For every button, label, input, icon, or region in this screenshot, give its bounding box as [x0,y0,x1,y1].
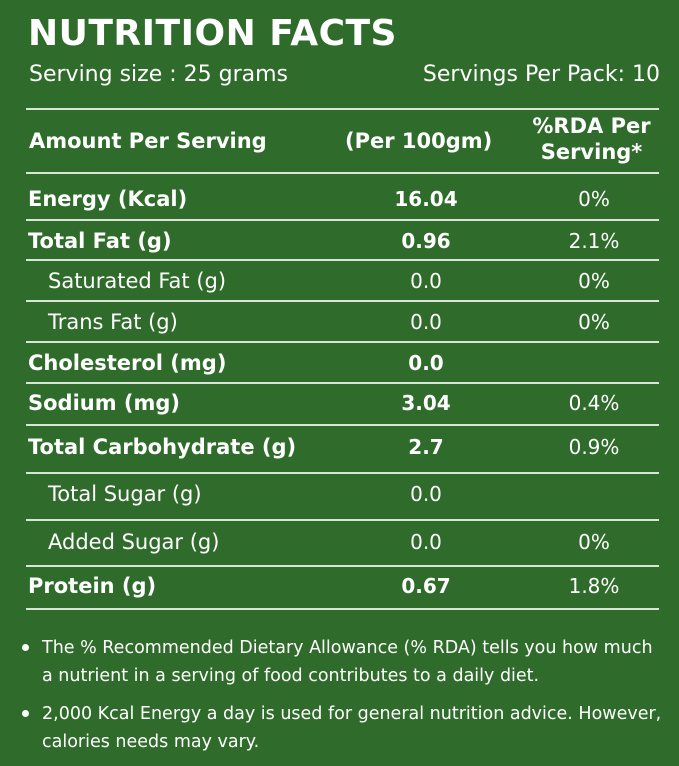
footnote-text: The % Recommended Dietary Allowance (% R… [42,638,653,686]
nutrient-value: 3.04 [401,391,451,415]
column-header-rda-line1: %RDA Per [532,114,651,138]
nutrient-name: Cholesterol (mg) [28,351,227,375]
row-divider [26,219,659,221]
header-top-rule [26,108,659,110]
nutrient-name: Energy (Kcal) [28,187,188,211]
bullet-icon [22,710,29,717]
row-divider [26,259,659,261]
footnote-text: 2,000 Kcal Energy a day is used for gene… [42,704,662,752]
table-row: Cholesterol (mg) 0.0 [26,346,659,380]
nutrient-name: Protein (g) [28,574,157,598]
nutrient-name: Total Sugar (g) [48,482,202,506]
serving-size: Serving size : 25 grams [29,62,289,87]
nutrient-name: Saturated Fat (g) [48,269,227,293]
nutrient-value: 0.0 [410,310,442,334]
table-row: Total Sugar (g) 0.0 [26,477,659,511]
table-row: Total Fat (g) 0.96 2.1% [26,224,659,258]
column-header-amount: Amount Per Serving [29,129,267,153]
column-header-rda-line2: Serving* [540,140,643,164]
nutrient-name: Sodium (mg) [28,391,181,415]
nutrient-value: 0.0 [410,482,442,506]
bullet-icon [22,644,29,651]
nutrient-name: Total Carbohydrate (g) [28,435,297,459]
row-divider [26,341,659,343]
nutrient-value: 0.0 [410,530,442,554]
nutrient-rda: 0.4% [568,391,620,415]
nutrient-value: 16.04 [394,187,458,211]
table-row: Saturated Fat (g) 0.0 0% [26,264,659,298]
row-divider [26,519,659,521]
row-divider [26,424,659,426]
nutrition-facts-title: NUTRITION FACTS [28,13,397,54]
column-header-per-100gm: (Per 100gm) [345,129,493,153]
nutrient-rda: 0.9% [568,435,620,459]
servings-per-pack: Servings Per Pack: 10 [422,62,660,87]
row-divider [26,472,659,474]
table-row: Sodium (mg) 3.04 0.4% [26,386,659,420]
nutrient-rda: 0% [578,269,610,293]
table-row: Added Sugar (g) 0.0 0% [26,525,659,559]
table-row: Energy (Kcal) 16.04 0% [26,182,659,216]
row-divider [26,300,659,302]
nutrient-name: Added Sugar (g) [48,530,220,554]
nutrient-value: 2.7 [408,435,444,459]
nutrient-rda: 2.1% [568,229,620,253]
nutrient-rda: 0% [578,530,610,554]
nutrient-rda: 0% [578,187,610,211]
footnote-item: The % Recommended Dietary Allowance (% R… [22,634,662,690]
nutrient-value: 0.67 [401,574,451,598]
footnotes: The % Recommended Dietary Allowance (% R… [22,634,662,766]
column-header-rda: %RDA Per Serving* [524,113,659,165]
nutrient-name: Trans Fat (g) [48,310,178,334]
table-row: Total Carbohydrate (g) 2.7 0.9% [26,430,659,464]
nutrient-rda: 1.8% [568,574,620,598]
row-divider [26,382,659,384]
row-divider [26,565,659,567]
table-bottom-rule [26,608,659,610]
nutrient-value: 0.96 [401,229,451,253]
nutrient-name: Total Fat (g) [28,229,172,253]
table-row: Protein (g) 0.67 1.8% [26,569,659,603]
table-row: Trans Fat (g) 0.0 0% [26,305,659,339]
footnote-item: 2,000 Kcal Energy a day is used for gene… [22,700,662,756]
nutrient-value: 0.0 [410,269,442,293]
nutrient-rda: 0% [578,310,610,334]
nutrient-value: 0.0 [408,351,444,375]
header-bottom-rule [26,172,659,174]
